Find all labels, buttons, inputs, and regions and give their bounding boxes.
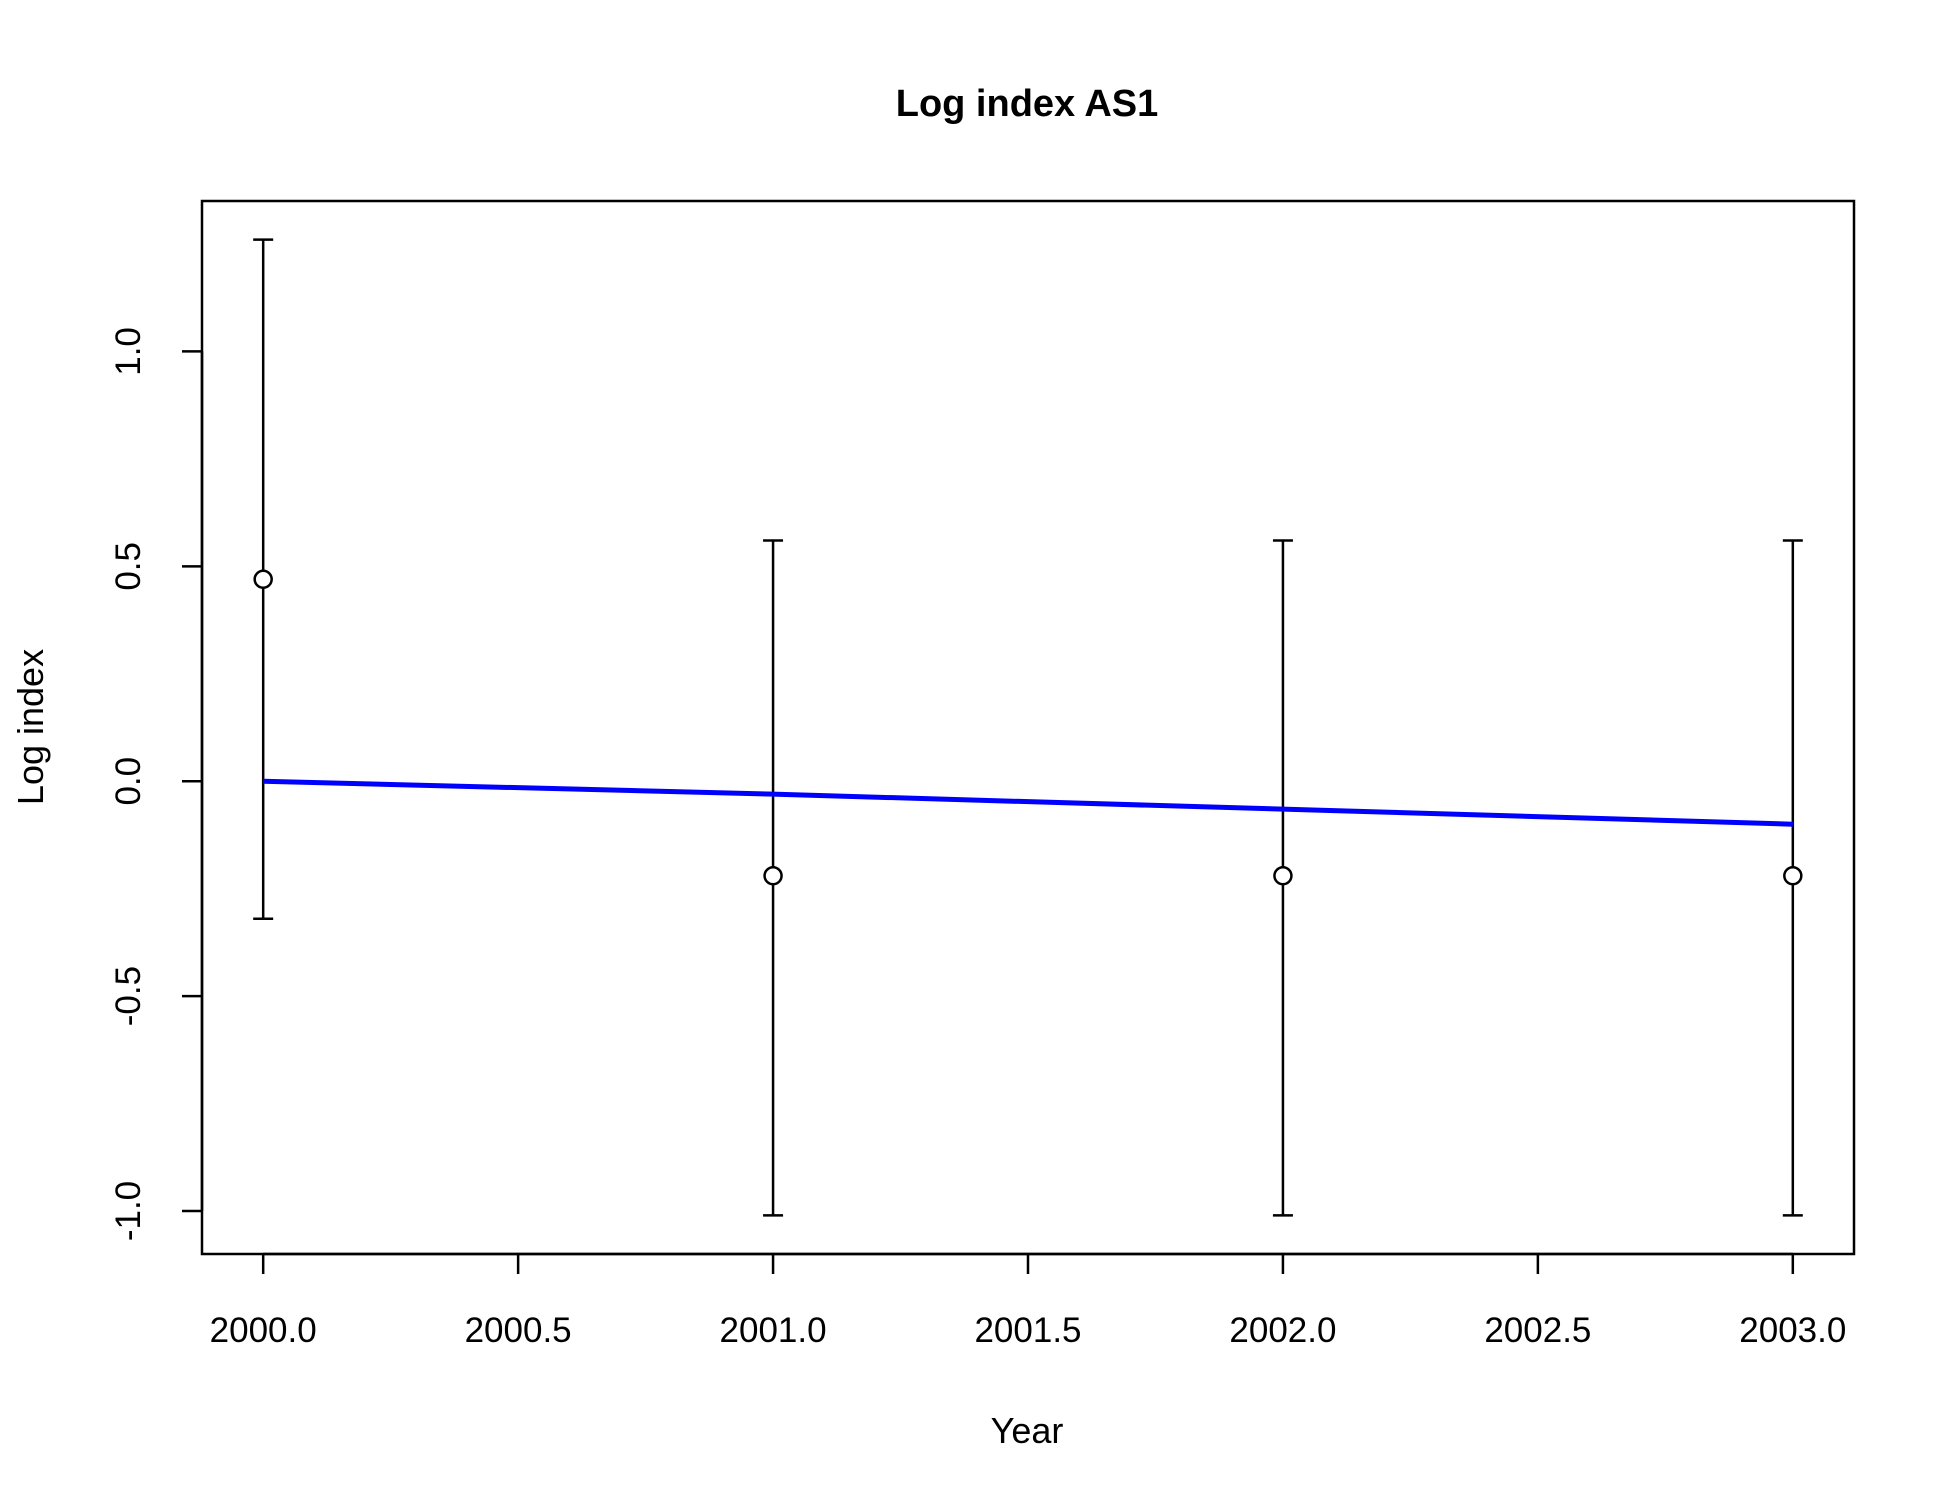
chart-title: Log index AS1 [896, 83, 1159, 125]
y-tick-label: 0.0 [109, 757, 148, 806]
x-axis: 2000.0 2000.5 2001.0 2001.5 2002.0 2002.5 2003… [210, 1252, 1846, 1350]
x-tick-label: 2000.5 [465, 1311, 572, 1350]
x-tick-label: 2001.5 [974, 1311, 1081, 1350]
observed-point [253, 569, 273, 589]
fitted-line [263, 778, 1793, 827]
x-tick-label: 2001.0 [720, 1311, 827, 1350]
observed-point [763, 866, 783, 886]
plot-frame [200, 199, 1856, 1256]
y-tick-label: -0.5 [109, 966, 148, 1026]
observed-point [1783, 866, 1803, 886]
y-axis: -1.0 -0.5 0.0 0.5 1.0 [109, 327, 204, 1241]
x-tick-label: 2002.0 [1229, 1311, 1336, 1350]
y-tick-label: 0.5 [109, 542, 148, 591]
observed-point [1273, 866, 1293, 886]
x-tick-label: 2000.0 [210, 1311, 317, 1350]
x-tick-label: 2002.5 [1484, 1311, 1591, 1350]
y-axis-title: Log index [10, 649, 51, 805]
fitted-line-layer [263, 778, 1793, 827]
x-tick-label: 2003.0 [1739, 1311, 1846, 1350]
x-axis-title: Year [991, 1410, 1064, 1451]
observed-points [253, 569, 1803, 886]
y-tick-label: 1.0 [109, 327, 148, 376]
error-bars [253, 238, 1803, 1217]
y-tick-label: -1.0 [109, 1181, 148, 1241]
